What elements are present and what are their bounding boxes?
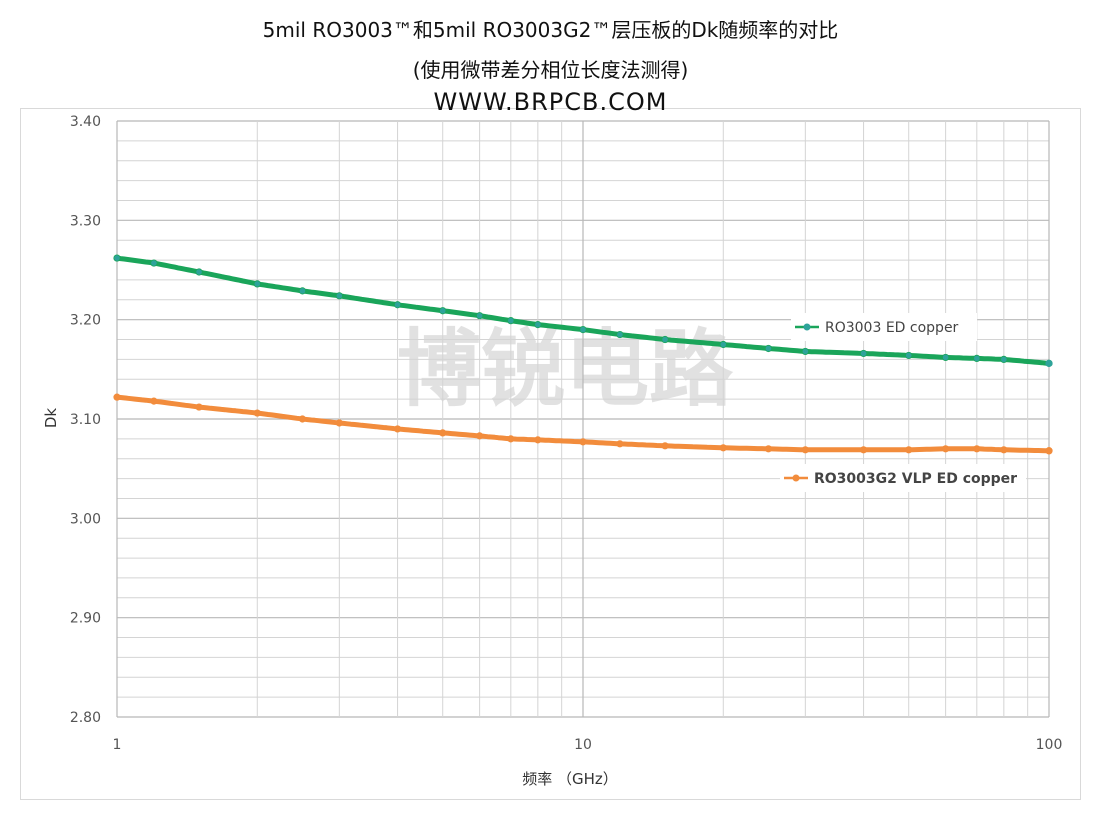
data-point-series-1 bbox=[335, 419, 343, 427]
x-tick-label: 1 bbox=[113, 737, 122, 753]
data-point-series-0 bbox=[859, 349, 868, 358]
legend-label-0: RO3003 ED copper bbox=[825, 320, 959, 336]
chart-website: WWW.BRPCB.COM bbox=[433, 88, 668, 116]
y-tick-label: 3.40 bbox=[70, 114, 101, 130]
data-point-series-0 bbox=[253, 280, 261, 288]
data-point-series-0 bbox=[1000, 355, 1008, 363]
data-point-series-0 bbox=[113, 254, 121, 262]
data-point-series-0 bbox=[298, 287, 307, 295]
y-tick-label: 3.20 bbox=[70, 313, 101, 329]
data-point-series-0 bbox=[801, 347, 809, 356]
legends: RO3003 ED copper RO3003G2 VLP ED copper bbox=[780, 313, 1026, 492]
data-point-series-0 bbox=[942, 353, 950, 362]
data-point-series-0 bbox=[507, 317, 515, 325]
data-point-series-1 bbox=[476, 432, 484, 440]
data-point-series-0 bbox=[335, 292, 343, 300]
data-point-series-1 bbox=[579, 438, 587, 446]
watermark: 博锐电路 bbox=[397, 320, 734, 418]
data-point-series-1 bbox=[113, 393, 121, 401]
y-tick-label: 3.00 bbox=[70, 511, 101, 527]
data-point-series-1 bbox=[150, 397, 158, 405]
y-tick-label: 2.90 bbox=[70, 611, 101, 627]
grid bbox=[116, 120, 1050, 718]
chart-title: 5mil RO3003™和5mil RO3003G2™层压板的Dk随频率的对比 bbox=[262, 18, 839, 42]
legend-swatch-marker-0 bbox=[803, 323, 811, 331]
data-point-series-1 bbox=[859, 446, 868, 454]
data-point-series-0 bbox=[973, 354, 981, 363]
data-point-series-0 bbox=[719, 340, 727, 349]
data-point-series-1 bbox=[661, 442, 669, 450]
data-point-series-0 bbox=[764, 344, 773, 353]
data-point-series-1 bbox=[534, 436, 542, 444]
data-point-series-1 bbox=[1000, 446, 1008, 454]
data-point-series-0 bbox=[905, 351, 913, 360]
data-point-series-1 bbox=[393, 425, 402, 433]
chart-frame bbox=[20, 108, 1081, 800]
data-point-series-1 bbox=[298, 415, 307, 423]
chart-subtitle: (使用微带差分相位长度法测得) bbox=[412, 58, 689, 82]
data-point-series-1 bbox=[905, 446, 913, 454]
y-axis-label: Dk bbox=[42, 408, 60, 429]
data-point-series-0 bbox=[150, 259, 158, 267]
x-tick-label: 10 bbox=[574, 737, 592, 753]
data-point-series-1 bbox=[439, 429, 447, 437]
x-tick-label: 100 bbox=[1036, 737, 1063, 753]
data-point-series-1 bbox=[764, 445, 773, 453]
data-point-series-0 bbox=[195, 268, 203, 276]
x-axis-label: 频率 （GHz） bbox=[522, 770, 618, 788]
data-point-series-0 bbox=[439, 307, 447, 315]
data-point-series-1 bbox=[801, 446, 809, 454]
data-point-series-1 bbox=[719, 444, 727, 452]
end-point-series-1 bbox=[1045, 447, 1053, 455]
legend-bg-1 bbox=[780, 464, 1026, 492]
y-tick-label: 3.10 bbox=[70, 412, 101, 428]
y-tick-label: 2.80 bbox=[70, 710, 101, 726]
data-point-series-1 bbox=[942, 445, 950, 453]
y-tick-label: 3.30 bbox=[70, 213, 101, 229]
data-point-series-1 bbox=[253, 409, 261, 417]
data-point-series-0 bbox=[476, 312, 484, 320]
legend-swatch-marker-1 bbox=[792, 474, 800, 482]
data-point-series-1 bbox=[195, 403, 203, 411]
data-point-series-0 bbox=[661, 335, 669, 344]
legend-label-1: RO3003G2 VLP ED copper bbox=[814, 471, 1017, 487]
data-point-series-1 bbox=[507, 435, 515, 443]
series-layer bbox=[113, 254, 1053, 455]
data-point-series-1 bbox=[616, 440, 624, 448]
data-point-series-0 bbox=[579, 325, 587, 334]
data-point-series-0 bbox=[393, 301, 402, 309]
legend-bg-0 bbox=[791, 313, 977, 341]
data-point-series-0 bbox=[616, 330, 624, 339]
end-point-series-0 bbox=[1045, 359, 1053, 367]
data-point-series-1 bbox=[973, 445, 981, 453]
data-point-series-0 bbox=[534, 321, 542, 329]
tick-labels: 2.80 2.90 3.00 3.10 3.20 3.30 3.40 1 10 100 bbox=[70, 114, 1063, 753]
